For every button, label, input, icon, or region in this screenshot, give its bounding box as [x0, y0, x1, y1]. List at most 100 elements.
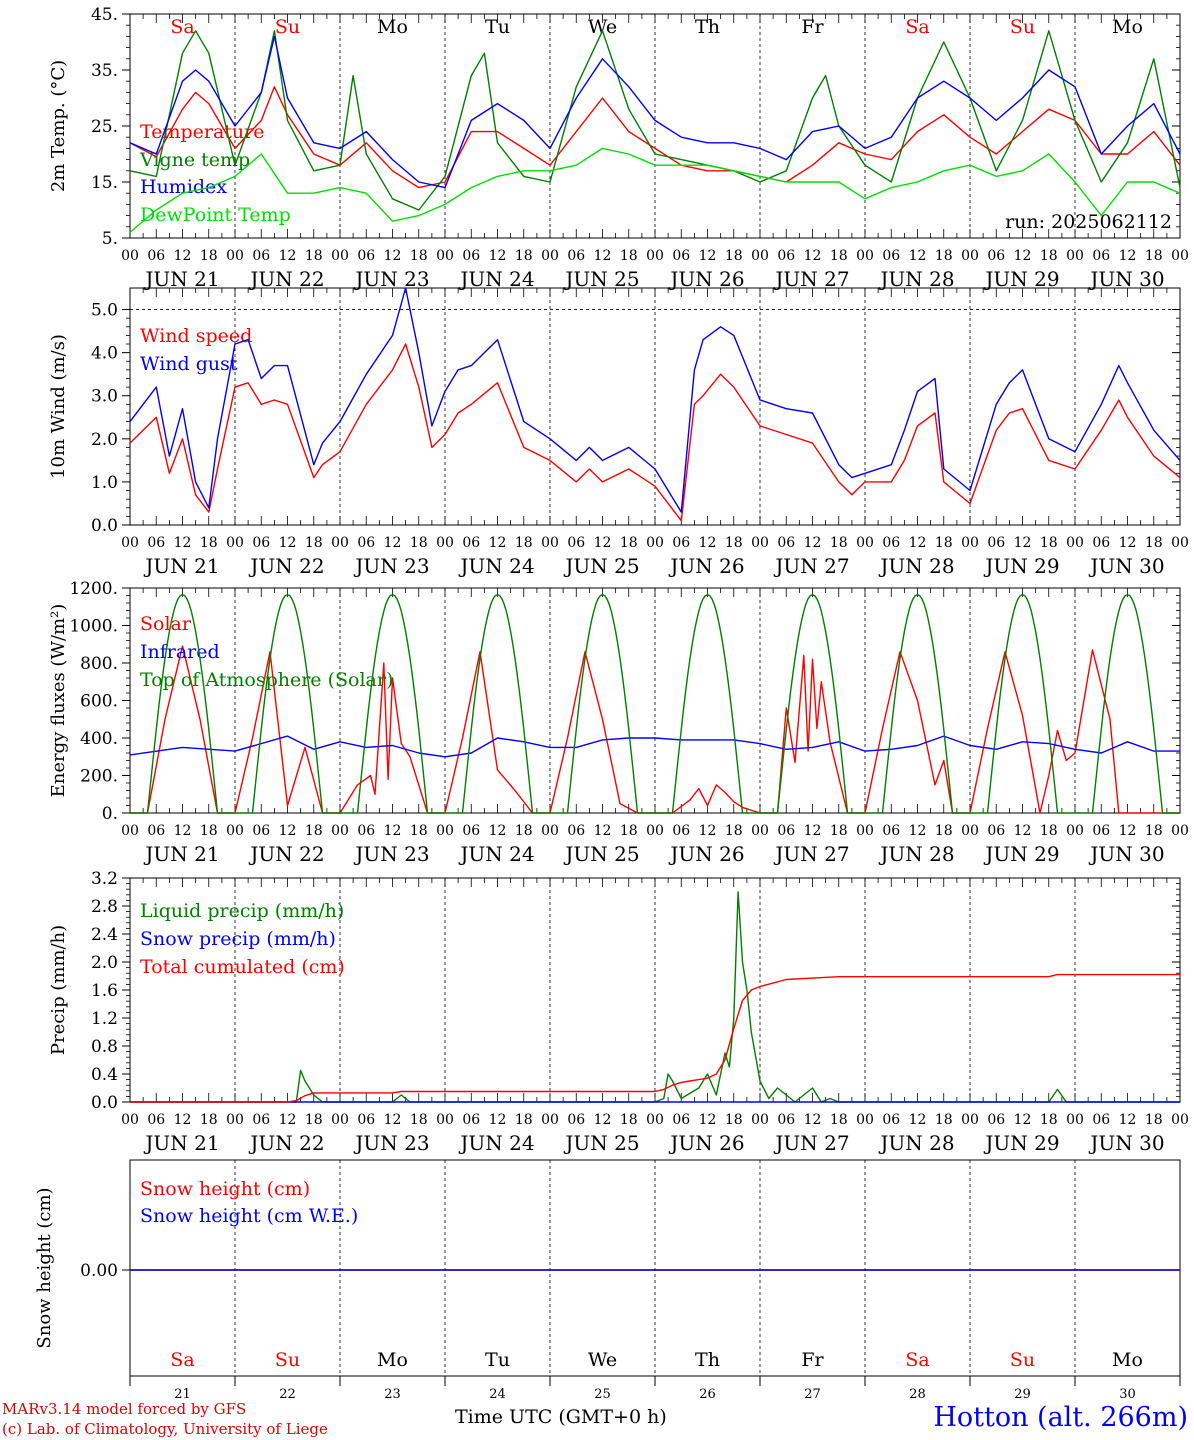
x-hour-label: 00 — [961, 535, 979, 551]
x-hour-label: 12 — [174, 248, 192, 264]
y-tick-label: 2.4 — [91, 925, 118, 945]
x-hour-label: 18 — [620, 1112, 638, 1128]
x-hour-label: 06 — [777, 535, 795, 551]
day-number-label: 21 — [174, 1387, 191, 1400]
x-hour-label: 18 — [620, 248, 638, 264]
legend-entry: Snow precip (mm/h) — [140, 928, 336, 950]
weekday-label: We — [588, 16, 617, 38]
meteogram: 5. 15. 25. 35. 45. 2m Temp. (°C) 00 06 12 18 JUN 2… — [34, 5, 1189, 1400]
x-hour-label: 12 — [279, 248, 297, 264]
day-number-label: 23 — [384, 1387, 401, 1400]
y-tick-label: 1.0 — [91, 473, 118, 493]
x-hour-label: 06 — [147, 248, 165, 264]
x-hour-label: 12 — [1014, 1112, 1032, 1128]
x-hour-label: 00 — [961, 1112, 979, 1128]
x-hour-label: 12 — [699, 248, 717, 264]
x-hour-label: 00 — [436, 823, 454, 839]
x-hour-label: 00 — [121, 823, 139, 839]
x-hour-label: 00 — [436, 1112, 454, 1128]
x-hour-label: 18 — [305, 1112, 323, 1128]
x-hour-label: 12 — [909, 248, 927, 264]
credit-lab: (c) Lab. of Climatology, University of L… — [2, 1420, 328, 1438]
x-hour-label: 18 — [1040, 823, 1058, 839]
y-tick-label: 600. — [80, 692, 118, 712]
x-hour-label: 00 — [436, 535, 454, 551]
x-hour-label: 18 — [515, 248, 533, 264]
x-date-label: JUN 30 — [1088, 554, 1164, 578]
y-tick-label: 45. — [91, 5, 118, 25]
x-hour-label: 12 — [174, 1112, 192, 1128]
x-hour-label: 06 — [462, 248, 480, 264]
legend-entry: Snow height (cm W.E.) — [140, 1205, 358, 1227]
x-hour-label: 18 — [305, 248, 323, 264]
x-hour-label: 18 — [515, 535, 533, 551]
x-hour-label: 12 — [909, 823, 927, 839]
x-date-label: JUN 25 — [563, 267, 639, 291]
x-hour-label: 00 — [1171, 1112, 1189, 1128]
weekday-label: Sa — [170, 1349, 194, 1371]
x-hour-label: 00 — [331, 248, 349, 264]
x-hour-label: 12 — [279, 535, 297, 551]
x-hour-label: 18 — [620, 823, 638, 839]
series-line — [130, 593, 1180, 814]
x-hour-label: 06 — [882, 823, 900, 839]
x-hour-label: 06 — [567, 1112, 585, 1128]
x-hour-label: 12 — [1014, 823, 1032, 839]
x-hour-label: 18 — [620, 535, 638, 551]
x-hour-label: 00 — [646, 248, 664, 264]
x-hour-label: 06 — [882, 535, 900, 551]
x-date-label: JUN 27 — [773, 554, 849, 578]
x-hour-label: 00 — [856, 823, 874, 839]
legend-entry: Vigne temp — [139, 149, 250, 171]
x-hour-label: 18 — [200, 535, 218, 551]
x-hour-label: 00 — [121, 1112, 139, 1128]
x-hour-label: 00 — [646, 1112, 664, 1128]
x-hour-label: 06 — [777, 248, 795, 264]
x-hour-label: 12 — [174, 823, 192, 839]
x-hour-label: 18 — [410, 248, 428, 264]
x-hour-label: 12 — [804, 1112, 822, 1128]
x-hour-label: 12 — [489, 1112, 507, 1128]
x-hour-label: 18 — [830, 1112, 848, 1128]
y-tick-label: 1.2 — [91, 1009, 118, 1029]
x-hour-label: 00 — [646, 535, 664, 551]
x-hour-label: 18 — [200, 823, 218, 839]
legend-entry: Humidex — [140, 176, 227, 198]
x-hour-label: 18 — [305, 823, 323, 839]
x-hour-label: 06 — [777, 823, 795, 839]
x-hour-label: 12 — [699, 823, 717, 839]
y-tick-label: 1.6 — [91, 981, 118, 1001]
x-hour-label: 06 — [357, 535, 375, 551]
x-hour-label: 12 — [489, 535, 507, 551]
x-date-label: JUN 28 — [878, 554, 954, 578]
day-number-label: 25 — [594, 1387, 611, 1400]
x-hour-label: 06 — [357, 823, 375, 839]
y-tick-label: 0.0 — [91, 1093, 118, 1113]
legend-entry: Liquid precip (mm/h) — [140, 900, 344, 922]
weekday-label: Fr — [801, 16, 824, 38]
x-date-label: JUN 21 — [143, 842, 219, 866]
x-hour-label: 06 — [462, 823, 480, 839]
x-hour-label: 18 — [410, 1112, 428, 1128]
weekday-label: Su — [1010, 1349, 1035, 1371]
y-axis-title: Energy fluxes (W/m²) — [48, 604, 69, 798]
x-date-label: JUN 29 — [983, 267, 1059, 291]
weekday-label: Sa — [905, 1349, 929, 1371]
day-number-label: 29 — [1014, 1387, 1031, 1400]
x-hour-label: 18 — [725, 248, 743, 264]
x-hour-label: 18 — [935, 1112, 953, 1128]
y-tick-label: 5. — [102, 229, 118, 249]
day-number-label: 30 — [1119, 1387, 1136, 1400]
x-hour-label: 18 — [725, 1112, 743, 1128]
x-hour-label: 18 — [200, 248, 218, 264]
x-hour-label: 18 — [935, 823, 953, 839]
x-hour-label: 18 — [410, 823, 428, 839]
x-hour-label: 00 — [226, 535, 244, 551]
x-hour-label: 12 — [594, 1112, 612, 1128]
x-hour-label: 18 — [1145, 535, 1163, 551]
x-hour-label: 00 — [856, 248, 874, 264]
x-hour-label: 18 — [1040, 1112, 1058, 1128]
x-date-label: JUN 30 — [1088, 842, 1164, 866]
x-hour-label: 12 — [279, 823, 297, 839]
x-hour-label: 06 — [462, 1112, 480, 1128]
